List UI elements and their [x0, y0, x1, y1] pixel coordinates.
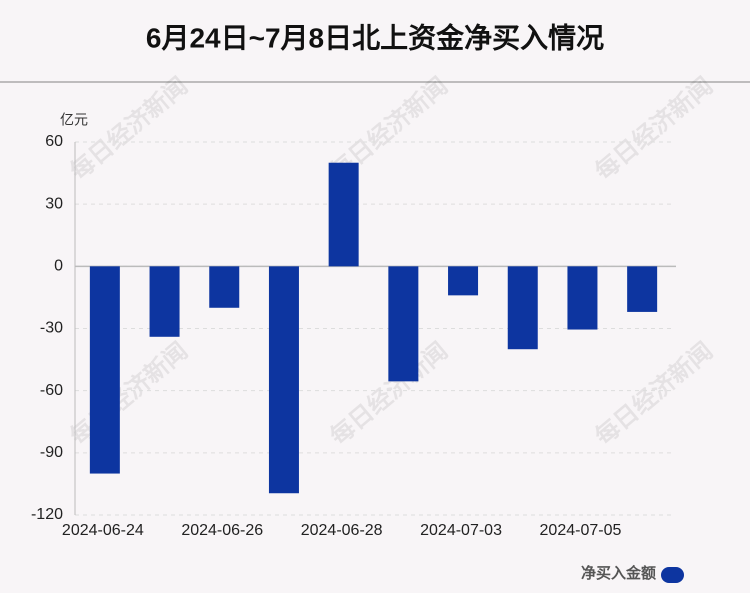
bar	[507, 266, 538, 350]
bar	[448, 266, 479, 296]
y-tick-label: 60	[45, 133, 63, 150]
legend-label: 净买入金额	[581, 564, 656, 582]
bar	[268, 266, 299, 494]
y-tick-label: -90	[40, 444, 63, 461]
chart-title: 6月24日~7月8日北上资金净买入情况	[146, 21, 604, 53]
y-tick-label: 0	[54, 258, 63, 275]
bar	[627, 266, 658, 312]
y-tick-label: -60	[40, 382, 63, 399]
x-tick-label: 2024-06-24	[62, 522, 144, 539]
x-tick-label: 2024-07-05	[540, 522, 622, 539]
bar	[89, 266, 120, 474]
bar	[388, 266, 419, 382]
legend-swatch	[661, 567, 684, 583]
y-unit: 亿元	[60, 112, 88, 128]
y-tick-label: 30	[45, 195, 63, 212]
x-tick-label: 2024-06-28	[301, 522, 383, 539]
y-tick-label: -120	[31, 506, 63, 523]
bar	[328, 162, 359, 267]
bar	[567, 266, 598, 330]
x-tick-label: 2024-06-26	[181, 522, 263, 539]
bar	[209, 266, 240, 308]
x-tick-label: 2024-07-03	[420, 522, 502, 539]
y-tick-label: -30	[40, 320, 63, 337]
bar	[149, 266, 180, 337]
